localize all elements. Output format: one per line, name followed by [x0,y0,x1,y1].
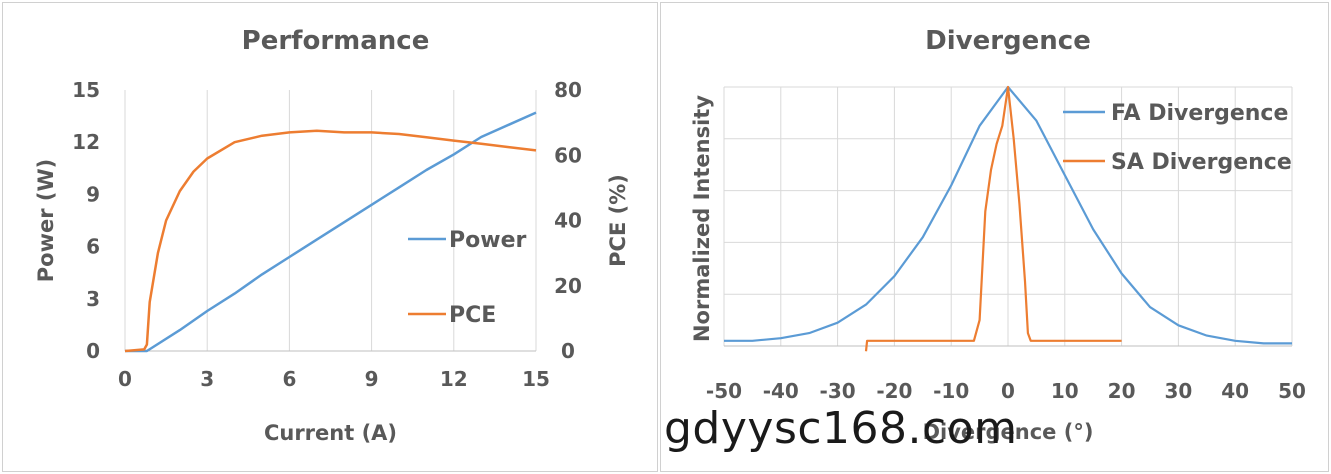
divergence-chart-panel: Divergence -50 -40 -30 -20 -10 0 10 20 30 40 50 Dive… [660,2,1329,472]
x-tick-label: -50 [706,379,742,403]
x-tick-label: 0 [118,367,132,391]
y2-tick-label: 40 [554,209,582,233]
x-tick-label: 50 [1278,379,1306,403]
x-tick-label: 40 [1221,379,1249,403]
x-tick-label: -10 [933,379,969,403]
x-tick-label: 0 [1001,379,1015,403]
series-line-pce [124,129,537,353]
x-tick-label: 9 [365,367,379,391]
x-tick-label: -30 [820,379,856,403]
x-tick-label: 6 [282,367,296,391]
performance-chart-panel: Performance 0 3 6 9 12 15 0 3 6 9 12 15 0 20 40 60 80 Curr… [2,2,658,472]
x-tick-label: 12 [440,367,468,391]
y-tick-label: 12 [72,130,100,154]
x-tick-label: 3 [200,367,214,391]
y2-tick-label: 0 [561,339,575,363]
legend-label: Power [449,228,526,253]
y2-tick-label: 80 [554,78,582,102]
y-tick-label: 3 [86,287,100,311]
y-axis-label: Normalized Intensity [690,95,714,342]
performance-chart: Performance 0 3 6 9 12 15 0 3 6 9 12 15 0 20 40 60 80 Curr… [34,26,630,445]
legend-label: PCE [449,303,496,328]
y2-tick-label: 20 [554,274,582,298]
y-tick-label: 15 [72,78,100,102]
x-tick-label: 10 [1051,379,1079,403]
x-tick-label: 15 [522,367,550,391]
y-tick-label: 0 [86,339,100,363]
chart-title: Performance [242,26,430,56]
watermark-text: gdyysc168.com [664,403,1018,454]
y2-axis-label: PCE (%) [606,174,630,267]
x-tick-label: 20 [1108,379,1136,403]
series-line-power [125,111,537,353]
y-axis-label: Power (W) [34,159,58,283]
y-tick-label: 6 [86,235,100,259]
x-axis-label: Current (A) [264,421,397,445]
x-tick-label: -20 [876,379,912,403]
chart-title: Divergence [925,26,1091,56]
y-tick-label: 9 [86,182,100,206]
series-line-sa-divergence [864,85,1122,352]
legend-label: FA Divergence [1111,101,1288,126]
x-tick-label: 30 [1164,379,1192,403]
x-axis-label: Divergence (°) [923,420,1094,444]
divergence-chart: Divergence -50 -40 -30 -20 -10 0 10 20 30 40 50 Dive… [690,26,1306,444]
y2-tick-label: 60 [554,143,582,167]
legend-label: SA Divergence [1111,150,1292,175]
x-tick-label: -40 [763,379,799,403]
